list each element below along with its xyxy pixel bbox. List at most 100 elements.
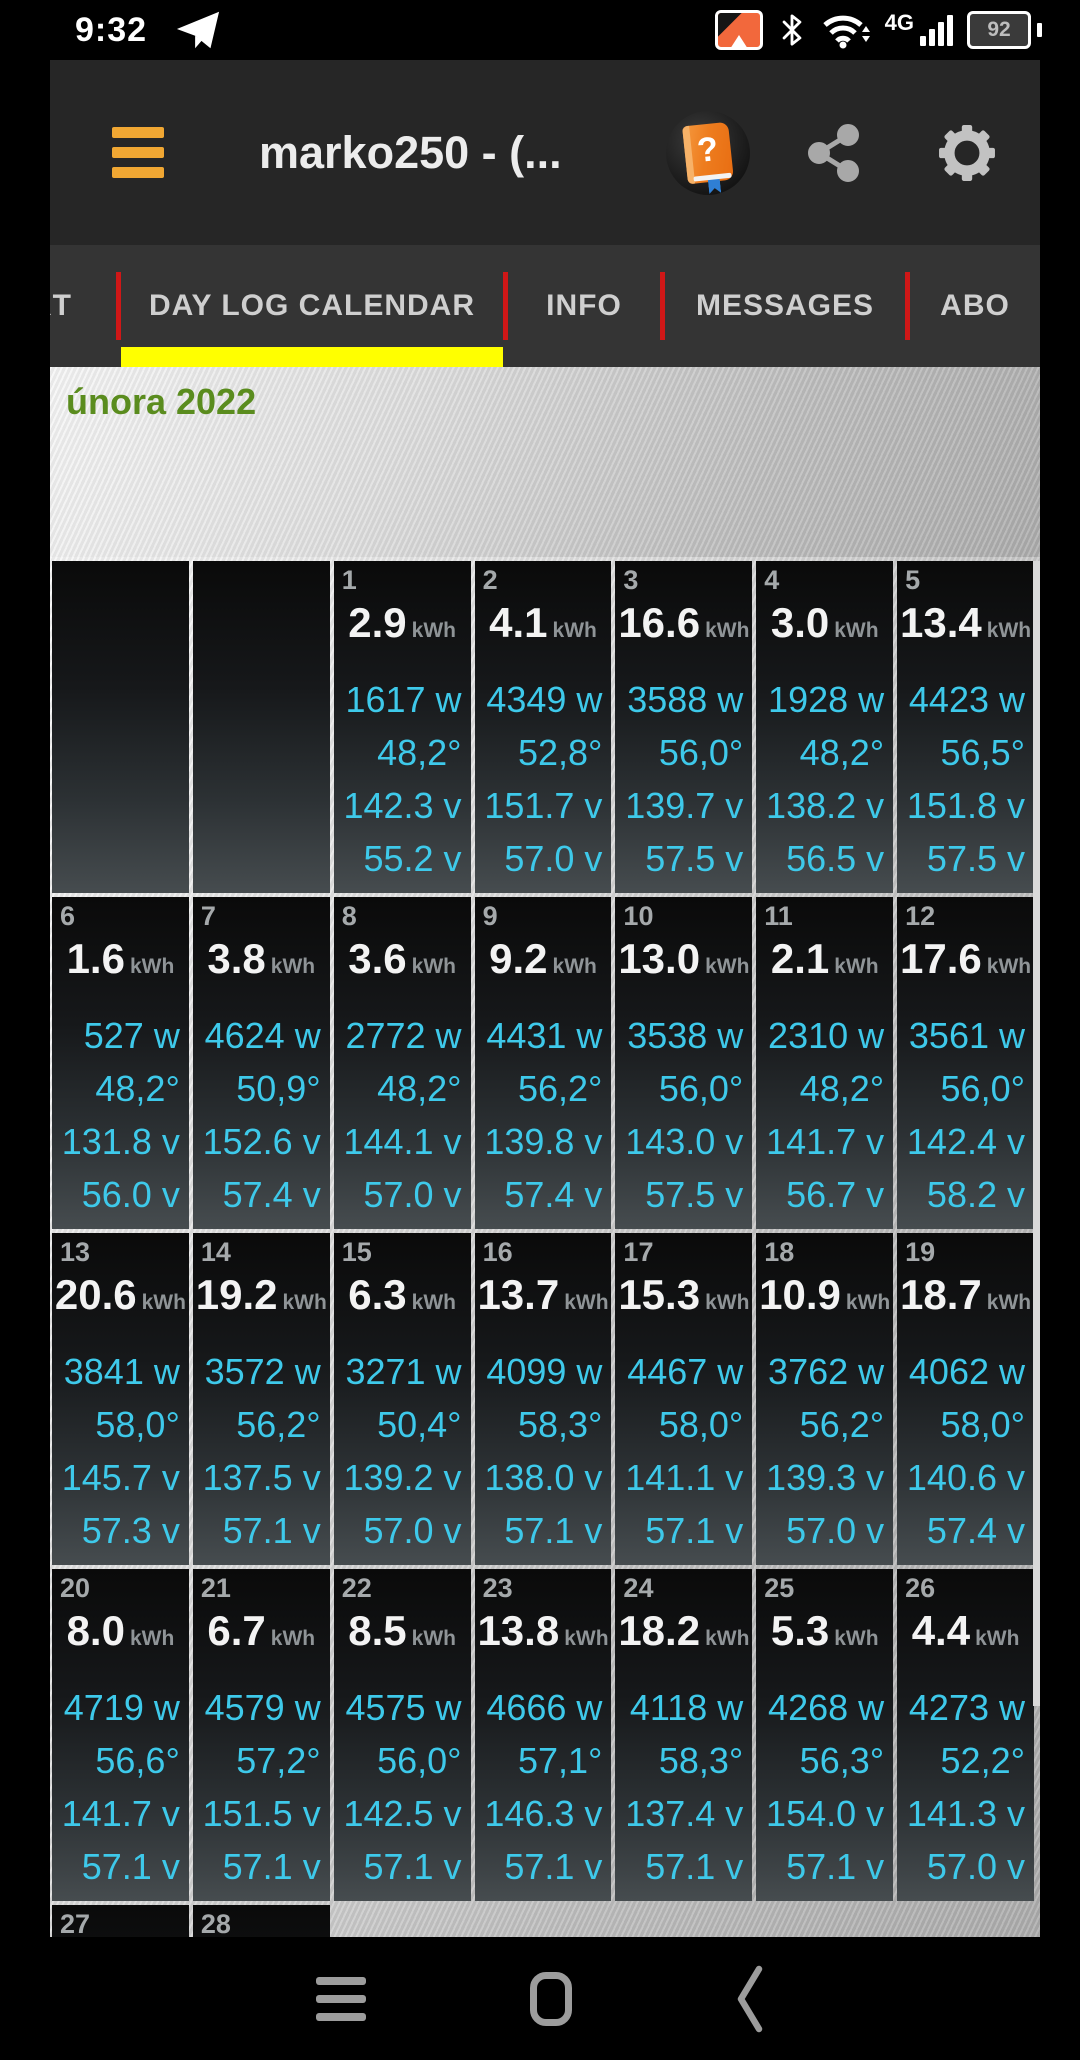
voltage-1-value: 139.7 v — [625, 785, 744, 826]
calendar-day-cell[interactable]: 2 4.1 kWh 4349 w 52,8° 151.7 v 57.0 v — [474, 561, 612, 893]
day-number: 26 — [905, 1573, 936, 1603]
day-number: 25 — [764, 1573, 795, 1603]
calendar-day-cell[interactable]: 27 — [52, 1905, 189, 1937]
menu-icon[interactable] — [112, 127, 164, 178]
energy-line: 9.2 kWh — [475, 935, 612, 983]
help-button[interactable]: ? — [666, 110, 750, 195]
voltage-1-value: 142.4 v — [906, 1121, 1025, 1162]
home-icon[interactable] — [530, 1971, 572, 2026]
measurements: 4273 w 52,2° 141.3 v 57.0 v — [897, 1681, 1034, 1901]
energy-line: 8.0 kWh — [52, 1607, 189, 1655]
energy-kwh-unit: kWh — [282, 1291, 327, 1314]
calendar-day-cell[interactable]: 22 8.5 kWh 4575 w 56,0° 142.5 v 57.1 v — [333, 1569, 471, 1901]
watts-value: 3572 w — [204, 1351, 321, 1392]
bluetooth-icon — [782, 14, 801, 46]
voltage-1-value: 144.1 v — [343, 1121, 462, 1162]
measurements: 4666 w 57,1° 146.3 v 57.1 v — [475, 1681, 612, 1901]
calendar-day-cell[interactable]: 9 9.2 kWh 4431 w 56,2° 139.8 v 57.4 v — [474, 897, 612, 1229]
energy-line: 10.9 kWh — [756, 1271, 893, 1319]
back-icon[interactable] — [736, 1964, 764, 2034]
tab-info[interactable]: INFO — [508, 245, 660, 367]
calendar-day-cell[interactable]: 16 13.7 kWh 4099 w 58,3° 138.0 v 57.1 v — [474, 1233, 612, 1565]
temperature-value: 58,3° — [517, 1404, 603, 1445]
voltage-2-value: 57.0 v — [926, 1846, 1025, 1887]
tab-label: RT — [50, 289, 72, 322]
share-icon[interactable] — [808, 123, 860, 182]
calendar-day-cell[interactable]: 19 18.7 kWh 4062 w 58,0° 140.6 v 57.4 v — [897, 1233, 1034, 1565]
recent-apps-icon[interactable] — [316, 1976, 366, 2021]
calendar-day-cell[interactable]: 12 17.6 kWh 3561 w 56,0° 142.4 v 58.2 v — [897, 897, 1034, 1229]
calendar-day-cell[interactable]: 21 6.7 kWh 4579 w 57,2° 151.5 v 57.1 v — [192, 1569, 330, 1901]
watts-value: 3588 w — [627, 679, 744, 720]
calendar-empty-cell — [192, 561, 330, 893]
calendar-day-cell[interactable]: 6 1.6 kWh 527 w 48,2° 131.8 v 56.0 v — [52, 897, 189, 1229]
voltage-2-value: 57.1 v — [504, 1510, 603, 1551]
calendar-day-cell[interactable]: 15 6.3 kWh 3271 w 50,4° 139.2 v 57.0 v — [333, 1233, 471, 1565]
settings-gear-icon[interactable] — [938, 124, 996, 182]
voltage-1-value: 138.2 v — [766, 785, 885, 826]
measurements: 2772 w 48,2° 144.1 v 57.0 v — [334, 1009, 471, 1229]
day-number: 7 — [200, 901, 216, 931]
temperature-value: 48,2° — [799, 1068, 885, 1109]
calendar-day-cell[interactable]: 8 3.6 kWh 2772 w 48,2° 144.1 v 57.0 v — [333, 897, 471, 1229]
day-number: 9 — [482, 901, 498, 931]
temperature-value: 50,9° — [236, 1068, 321, 1109]
voltage-1-value: 139.8 v — [484, 1121, 603, 1162]
temperature-value: 52,8° — [517, 732, 603, 773]
energy-kwh-unit: kWh — [270, 1627, 316, 1650]
calendar-day-cell[interactable]: 26 4.4 kWh 4273 w 52,2° 141.3 v 57.0 v — [897, 1569, 1034, 1901]
calendar-day-cell[interactable]: 10 13.0 kWh 3538 w 56,0° 143.0 v 57.5 v — [615, 897, 753, 1229]
temperature-value: 58,3° — [658, 1740, 744, 1781]
scrollbar[interactable] — [1033, 561, 1040, 1706]
calendar-day-cell[interactable]: 13 20.6 kWh 3841 w 58,0° 145.7 v 57.3 v — [52, 1233, 189, 1565]
calendar-day-cell[interactable]: 1 2.9 kWh 1617 w 48,2° 142.3 v 55.2 v — [333, 561, 471, 893]
energy-line: 3.8 kWh — [193, 935, 330, 983]
voltage-1-value: 141.7 v — [61, 1793, 180, 1834]
watts-value: 4062 w — [908, 1351, 1025, 1392]
calendar-day-cell[interactable]: 7 3.8 kWh 4624 w 50,9° 152.6 v 57.4 v — [192, 897, 330, 1229]
calendar-day-cell[interactable]: 4 3.0 kWh 1928 w 48,2° 138.2 v 56.5 v — [756, 561, 894, 893]
calendar-day-cell[interactable]: 18 10.9 kWh 3762 w 56,2° 139.3 v 57.0 v — [756, 1233, 894, 1565]
energy-kwh-value: 13.4 — [900, 599, 982, 646]
energy-line: 19.2 kWh — [193, 1271, 330, 1319]
calendar-day-cell[interactable]: 3 16.6 kWh 3588 w 56,0° 139.7 v 57.5 v — [615, 561, 753, 893]
calendar-day-cell[interactable]: 25 5.3 kWh 4268 w 56,3° 154.0 v 57.1 v — [756, 1569, 894, 1901]
voltage-1-value: 143.0 v — [625, 1121, 744, 1162]
voltage-1-value: 151.5 v — [202, 1793, 321, 1834]
energy-kwh-unit: kWh — [270, 955, 316, 978]
calendar-day-cell[interactable]: 5 13.4 kWh 4423 w 56,5° 151.8 v 57.5 v — [897, 561, 1034, 893]
energy-kwh-value: 3.6 — [348, 935, 407, 982]
calendar-day-cell[interactable]: 20 8.0 kWh 4719 w 56,6° 141.7 v 57.1 v — [52, 1569, 189, 1901]
energy-kwh-unit: kWh — [141, 1291, 186, 1314]
day-number: 8 — [341, 901, 357, 931]
tab-label: ABO — [940, 289, 1010, 322]
watts-value: 1928 w — [768, 679, 885, 720]
day-number: 28 — [200, 1909, 231, 1937]
day-number: 2 — [482, 565, 498, 595]
calendar-day-cell[interactable]: 17 15.3 kWh 4467 w 58,0° 141.1 v 57.1 v — [615, 1233, 753, 1565]
energy-kwh-value: 2.1 — [770, 935, 830, 982]
energy-kwh-value: 3.8 — [207, 935, 266, 982]
calendar-day-cell[interactable]: 14 19.2 kWh 3572 w 56,2° 137.5 v 57.1 v — [192, 1233, 330, 1565]
watts-value: 4431 w — [486, 1015, 603, 1056]
watts-value: 4268 w — [768, 1687, 885, 1728]
energy-line: 18.2 kWh — [615, 1607, 752, 1655]
energy-kwh-value: 16.6 — [618, 599, 701, 646]
tab-chart-partial[interactable]: RT — [50, 245, 116, 367]
tab-day-log-calendar[interactable]: DAY LOG CALENDAR — [121, 245, 503, 367]
calendar-grid: 1 2.9 kWh 1617 w 48,2° 142.3 v 55.2 v 2 4.1 kWh 43… — [50, 557, 1040, 1937]
calendar-day-cell[interactable]: 23 13.8 kWh 4666 w 57,1° 146.3 v 57.1 v — [474, 1569, 612, 1901]
energy-kwh-value: 18.2 — [618, 1607, 701, 1654]
calendar-day-cell[interactable]: 28 — [192, 1905, 330, 1937]
measurements: 4575 w 56,0° 142.5 v 57.1 v — [334, 1681, 471, 1901]
energy-kwh-unit: kWh — [411, 619, 456, 642]
tab-messages[interactable]: MESSAGES — [665, 245, 905, 367]
calendar-day-cell[interactable]: 11 2.1 kWh 2310 w 48,2° 141.7 v 56.7 v — [756, 897, 894, 1229]
calendar-day-cell[interactable]: 24 18.2 kWh 4118 w 58,3° 137.4 v 57.1 v — [615, 1569, 753, 1901]
day-number: 16 — [482, 1237, 513, 1267]
energy-kwh-value: 13.8 — [477, 1607, 560, 1654]
energy-kwh-unit: kWh — [845, 1291, 891, 1314]
app-window: marko250 - (... ? — [50, 60, 1040, 1937]
tab-about-partial[interactable]: ABO — [910, 245, 1040, 367]
wifi-icon — [822, 15, 870, 49]
